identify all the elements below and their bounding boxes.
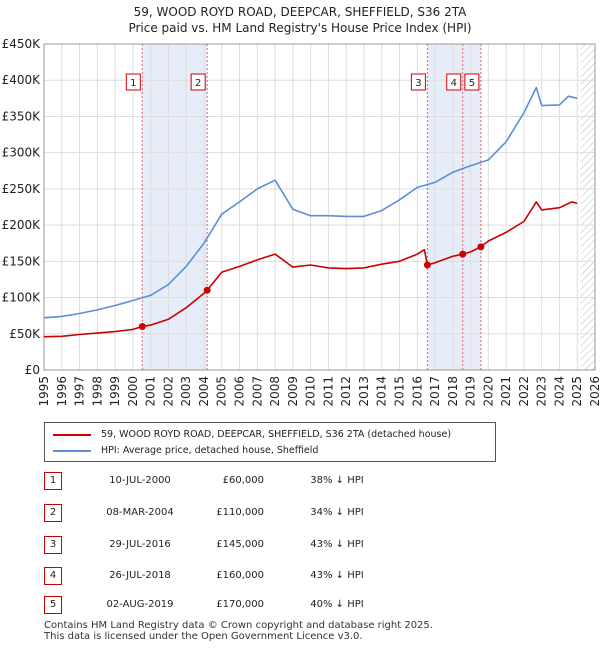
sale-row: 2 08-MAR-2004 £110,000 34% ↓ HPI xyxy=(44,504,564,522)
sale-marker-number: 5 xyxy=(44,596,62,614)
sale-marker-label: 5 xyxy=(469,78,475,89)
footer-copyright: Contains HM Land Registry data © Crown c… xyxy=(44,620,433,631)
y-tick-label: £50K xyxy=(9,327,41,341)
x-tick-label: 2020 xyxy=(481,376,495,407)
price-chart: £0 £50K £100K £150K £200K £250K £300K £350K £400… xyxy=(2,37,600,407)
sale-point xyxy=(138,323,146,331)
shaded-period xyxy=(142,44,208,370)
sale-row: 5 02-AUG-2019 £170,000 40% ↓ HPI xyxy=(44,596,564,614)
x-tick-label: 2013 xyxy=(357,376,371,407)
sale-date: 10-JUL-2000 xyxy=(109,475,171,486)
x-tick-label: 2006 xyxy=(233,376,247,407)
x-tick-label: 2007 xyxy=(250,376,264,407)
x-tick-label: 2004 xyxy=(197,376,211,407)
x-tick-label: 1997 xyxy=(73,376,87,407)
sale-marker-box xyxy=(446,73,462,91)
sale-hpi-diff: 34% ↓ HPI xyxy=(310,507,364,518)
chart-subtitle: Price paid vs. HM Land Registry's House … xyxy=(128,21,472,35)
sale-hpi-diff: 38% ↓ HPI xyxy=(310,475,364,486)
sale-marker-box xyxy=(464,73,480,91)
forecast-hatch xyxy=(580,44,595,370)
sale-point xyxy=(423,261,431,269)
x-tick-label: 2016 xyxy=(410,376,424,407)
legend-label-hpi: HPI: Average price, detached house, Shef… xyxy=(101,445,319,456)
y-tick-label: £150K xyxy=(2,254,42,268)
sale-marker-number: 2 xyxy=(44,504,62,522)
sale-hpi-diff: 43% ↓ HPI xyxy=(310,570,364,581)
x-tick-label: 2018 xyxy=(446,376,460,407)
y-tick-label: £300K xyxy=(2,146,42,160)
sale-row: 1 10-JUL-2000 £60,000 38% ↓ HPI xyxy=(44,472,564,490)
sale-marker-label: 4 xyxy=(451,78,457,89)
sale-marker-number: 1 xyxy=(44,472,62,490)
sale-marker-number: 4 xyxy=(44,567,62,585)
sale-price: £160,000 xyxy=(216,570,264,581)
x-tick-label: 2014 xyxy=(375,376,389,407)
sale-price: £110,000 xyxy=(216,507,264,518)
chart-title: 59, WOOD ROYD ROAD, DEEPCAR, SHEFFIELD, … xyxy=(133,5,467,19)
x-tick-label: 1999 xyxy=(108,376,122,407)
x-tick-label: 1998 xyxy=(90,376,104,407)
x-tick-label: 2002 xyxy=(161,376,175,407)
series-line xyxy=(43,86,578,319)
sale-marker-box xyxy=(125,73,141,91)
x-tick-label: 2021 xyxy=(499,376,513,407)
legend-swatch-hpi xyxy=(53,450,91,452)
x-tick-label: 2005 xyxy=(215,376,229,407)
x-tick-label: 2000 xyxy=(126,376,140,407)
sale-marker-label: 2 xyxy=(195,78,201,89)
x-tick-label: 2008 xyxy=(268,376,282,407)
sale-price: £60,000 xyxy=(222,475,264,486)
sale-point xyxy=(459,250,467,258)
sale-price: £145,000 xyxy=(216,539,264,550)
y-tick-label: £400K xyxy=(2,73,42,87)
sale-date: 26-JUL-2018 xyxy=(109,570,171,581)
sale-hpi-diff: 43% ↓ HPI xyxy=(310,539,364,550)
x-tick-label: 2026 xyxy=(588,376,600,407)
sale-row: 4 26-JUL-2018 £160,000 43% ↓ HPI xyxy=(44,567,564,585)
x-tick-label: 2022 xyxy=(517,376,531,407)
sale-marker-box xyxy=(410,73,426,91)
x-tick-label: 2009 xyxy=(286,376,300,407)
y-tick-label: £200K xyxy=(2,218,42,232)
sale-point xyxy=(203,286,211,294)
sale-marker-box xyxy=(190,73,206,91)
x-tick-label: 2023 xyxy=(535,376,549,407)
x-tick-label: 2025 xyxy=(570,376,584,407)
x-tick-label: 2017 xyxy=(428,376,442,407)
y-tick-label: £250K xyxy=(2,182,42,196)
x-tick-label: 2001 xyxy=(144,376,158,407)
sale-row: 3 29-JUL-2016 £145,000 43% ↓ HPI xyxy=(44,536,564,554)
footer-licence: This data is licensed under the Open Gov… xyxy=(44,631,363,642)
sale-date: 29-JUL-2016 xyxy=(109,539,171,550)
plot-area xyxy=(44,44,595,370)
sale-point xyxy=(477,243,485,251)
plot-border xyxy=(43,43,596,371)
sale-hpi-diff: 40% ↓ HPI xyxy=(310,599,364,610)
x-tick-label: 2019 xyxy=(464,376,478,407)
y-tick-label: £450K xyxy=(2,37,42,51)
sale-marker-label: 3 xyxy=(415,78,421,89)
footer-notice: Contains HM Land Registry data © Crown c… xyxy=(44,620,433,642)
y-tick-label: £0 xyxy=(25,363,40,377)
sale-date: 08-MAR-2004 xyxy=(106,507,174,518)
legend-swatch-property xyxy=(53,434,91,436)
legend-label-property: 59, WOOD ROYD ROAD, DEEPCAR, SHEFFIELD, … xyxy=(101,429,452,440)
x-tick-label: 2011 xyxy=(321,376,335,407)
x-tick-label: 2010 xyxy=(304,376,318,407)
shaded-period xyxy=(427,44,481,370)
x-tick-label: 1996 xyxy=(55,376,69,407)
sale-marker-label: 1 xyxy=(130,78,136,89)
x-tick-label: 2015 xyxy=(392,376,406,407)
x-tick-label: 2012 xyxy=(339,376,353,407)
x-tick-label: 2003 xyxy=(179,376,193,407)
x-tick-label: 2024 xyxy=(552,376,566,407)
sale-price: £170,000 xyxy=(216,599,264,610)
y-tick-label: £100K xyxy=(2,291,42,305)
y-tick-label: £350K xyxy=(2,109,42,123)
sale-date: 02-AUG-2019 xyxy=(106,599,174,610)
chart-legend: 59, WOOD ROYD ROAD, DEEPCAR, SHEFFIELD, … xyxy=(44,422,496,462)
x-tick-label: 1995 xyxy=(37,376,51,407)
sale-marker-number: 3 xyxy=(44,536,62,554)
